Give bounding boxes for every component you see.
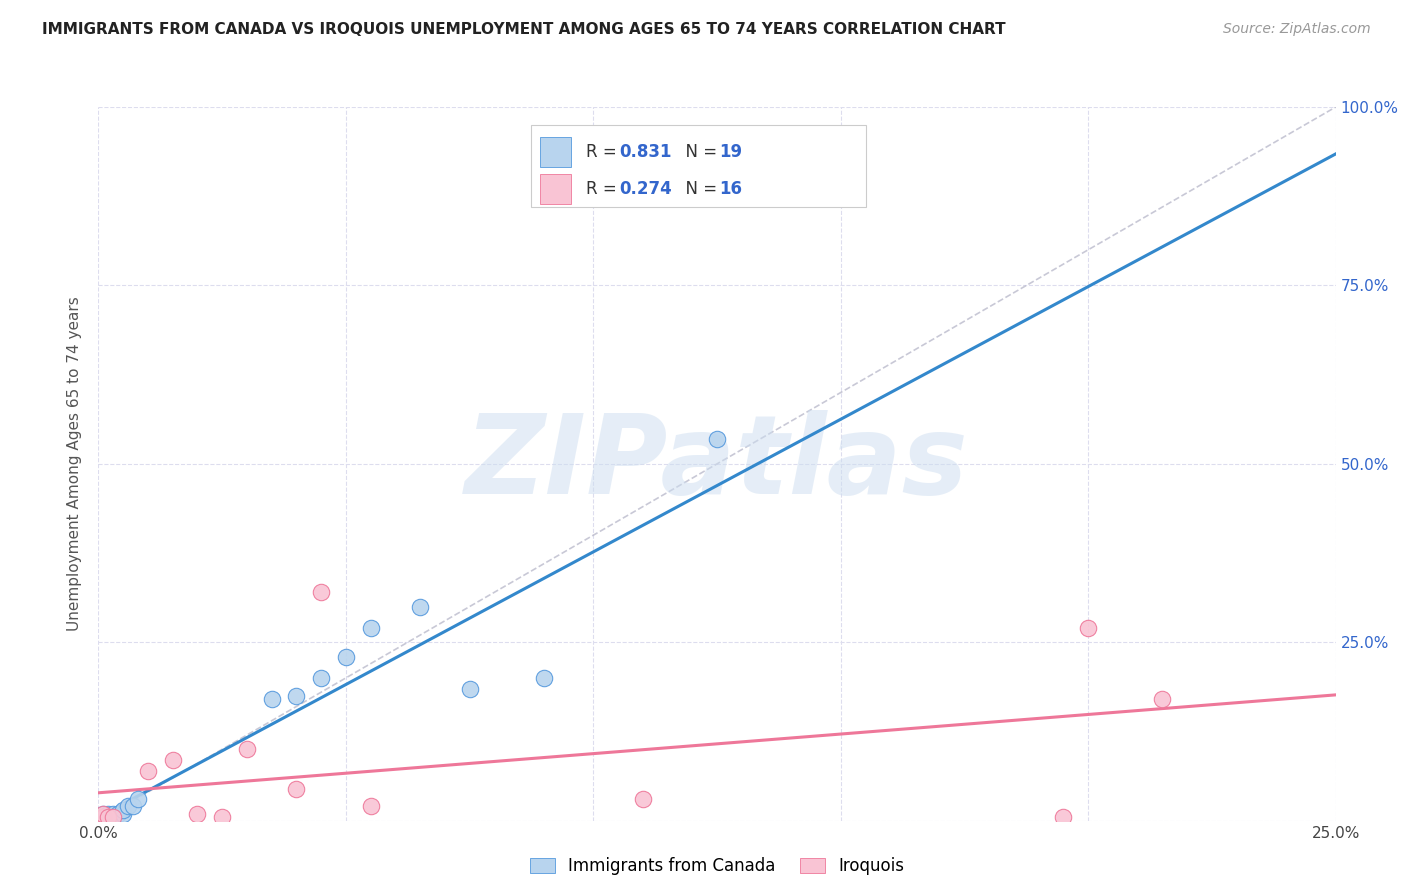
Point bbox=[112, 803, 135, 817]
Point bbox=[186, 806, 208, 821]
Point bbox=[103, 810, 125, 824]
Point bbox=[1052, 810, 1074, 824]
Text: 0.274: 0.274 bbox=[619, 180, 672, 198]
Point bbox=[260, 692, 283, 706]
Point bbox=[211, 810, 233, 824]
Point bbox=[409, 599, 432, 614]
Text: 19: 19 bbox=[720, 143, 742, 161]
Point bbox=[458, 681, 481, 696]
Point bbox=[107, 806, 129, 821]
Point bbox=[236, 742, 259, 756]
FancyBboxPatch shape bbox=[531, 125, 866, 207]
Point bbox=[309, 671, 332, 685]
Text: ZIPatlas: ZIPatlas bbox=[465, 410, 969, 517]
Text: N =: N = bbox=[675, 143, 723, 161]
Point bbox=[1152, 692, 1174, 706]
Point bbox=[533, 671, 555, 685]
Point bbox=[360, 621, 382, 635]
Text: IMMIGRANTS FROM CANADA VS IROQUOIS UNEMPLOYMENT AMONG AGES 65 TO 74 YEARS CORREL: IMMIGRANTS FROM CANADA VS IROQUOIS UNEMP… bbox=[42, 22, 1005, 37]
Point bbox=[360, 799, 382, 814]
Point bbox=[93, 810, 115, 824]
Point bbox=[122, 799, 145, 814]
Text: 16: 16 bbox=[720, 180, 742, 198]
Point bbox=[162, 753, 184, 767]
FancyBboxPatch shape bbox=[540, 174, 571, 204]
Point bbox=[93, 810, 115, 824]
Point bbox=[112, 806, 135, 821]
Point bbox=[127, 792, 149, 806]
Point bbox=[706, 432, 728, 446]
Legend: Immigrants from Canada, Iroquois: Immigrants from Canada, Iroquois bbox=[522, 849, 912, 884]
Point bbox=[117, 799, 139, 814]
Point bbox=[97, 810, 120, 824]
Text: Source: ZipAtlas.com: Source: ZipAtlas.com bbox=[1223, 22, 1371, 37]
Point bbox=[97, 806, 120, 821]
Point bbox=[631, 792, 654, 806]
Point bbox=[285, 781, 308, 796]
Point bbox=[136, 764, 159, 778]
Point bbox=[285, 689, 308, 703]
Point bbox=[309, 585, 332, 599]
Point bbox=[335, 649, 357, 664]
Text: R =: R = bbox=[586, 143, 621, 161]
Point bbox=[103, 806, 125, 821]
FancyBboxPatch shape bbox=[540, 137, 571, 167]
Point bbox=[93, 806, 115, 821]
Text: N =: N = bbox=[675, 180, 723, 198]
Point bbox=[1077, 621, 1099, 635]
Point bbox=[93, 806, 115, 821]
Y-axis label: Unemployment Among Ages 65 to 74 years: Unemployment Among Ages 65 to 74 years bbox=[67, 296, 83, 632]
Text: 0.831: 0.831 bbox=[619, 143, 672, 161]
Text: R =: R = bbox=[586, 180, 621, 198]
